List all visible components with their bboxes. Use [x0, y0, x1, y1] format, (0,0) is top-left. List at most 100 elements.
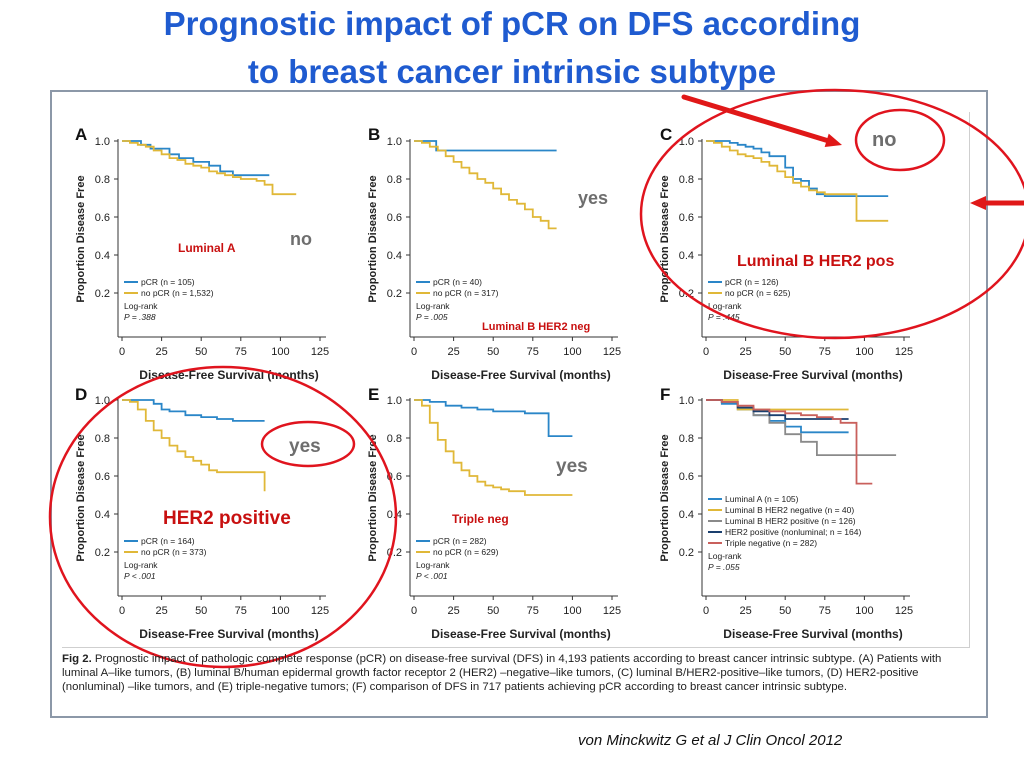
- x-axis-title: Disease-Free Survival (months): [431, 627, 610, 641]
- y-tick-label: 1.0: [387, 136, 402, 148]
- x-tick-label: 75: [235, 346, 247, 358]
- x-tick-label: 25: [155, 346, 167, 358]
- y-axis-title: Proportion Disease Free: [659, 434, 671, 561]
- legend-label: HER2 positive (nonluminal; n = 164): [725, 527, 861, 537]
- highlight-circle-yes: [260, 420, 356, 468]
- legend-label: Triple negative (n = 282): [725, 538, 817, 548]
- x-tick-label: 75: [819, 605, 831, 617]
- x-tick-label: 100: [271, 346, 289, 358]
- x-tick-label: 75: [527, 605, 539, 617]
- panel-letter: B: [368, 125, 380, 144]
- caption-label: Fig 2.: [62, 653, 92, 665]
- x-tick-label: 125: [895, 346, 913, 358]
- legend-label: pCR (n = 164): [141, 536, 195, 546]
- y-tick-label: 0.6: [387, 212, 402, 224]
- p-value: P = .055: [708, 562, 740, 572]
- series-line-1: [414, 399, 573, 496]
- y-axis-title: Proportion Disease Free: [75, 434, 87, 561]
- x-tick-label: 100: [271, 605, 289, 617]
- p-value: P = .388: [124, 312, 156, 322]
- y-tick-label: 0.2: [95, 547, 110, 559]
- legend-label: pCR (n = 105): [141, 277, 195, 287]
- panel-b: B 0.2 0.4 0.6 0.8 1.0 0 25 50 75 100 125 Proportion …: [367, 125, 621, 382]
- legend-label: Luminal B HER2 negative (n = 40): [725, 505, 854, 515]
- y-tick-label: 0.8: [387, 433, 402, 445]
- panel-a: A 0.2 0.4 0.6 0.8 1.0 0 25 50 75 100 125 Proportion …: [75, 125, 329, 382]
- subtype-label-her2-positive: HER2 positive: [163, 508, 291, 529]
- y-tick-label: 0.8: [679, 174, 694, 186]
- annotation-no-a: no: [290, 229, 312, 249]
- y-axis-title: Proportion Disease Free: [659, 175, 671, 302]
- legend-label: no pCR (n = 317): [433, 288, 499, 298]
- figure-caption: Fig 2. Prognostic impact of pathologic c…: [62, 652, 972, 695]
- legend-label: no pCR (n = 629): [433, 547, 499, 557]
- x-tick-label: 75: [527, 346, 539, 358]
- subtype-label-luminal-b-her2-pos: Luminal B HER2 pos: [737, 253, 894, 270]
- x-tick-label: 0: [119, 346, 125, 358]
- x-axis-title: Disease-Free Survival (months): [723, 627, 902, 641]
- series-line-0: [706, 140, 889, 197]
- y-axis-title: Proportion Disease Free: [367, 434, 379, 561]
- x-axis-title: Disease-Free Survival (months): [431, 368, 610, 382]
- y-tick-label: 1.0: [679, 395, 694, 407]
- legend-label: pCR (n = 282): [433, 536, 487, 546]
- logrank-label: Log-rank: [708, 301, 742, 311]
- slide-title-line1: Prognostic impact of pCR on DFS accordin…: [163, 5, 861, 42]
- y-tick-label: 0.6: [95, 471, 110, 483]
- panel-letter: F: [660, 385, 670, 404]
- panel-c: C0.20.40.60.81.00 25 50 75 100 125Proportion …: [659, 125, 913, 382]
- annotations: Luminal A no Luminal B HER2 neg yes Luminal …: [48, 88, 1024, 669]
- x-axis-title: Disease-Free Survival (months): [139, 627, 318, 641]
- y-tick-label: 0.4: [95, 250, 110, 262]
- p-value: P < .001: [124, 571, 156, 581]
- x-tick-label: 0: [411, 605, 417, 617]
- x-tick-label: 50: [779, 346, 791, 358]
- x-tick-label: 0: [703, 346, 709, 358]
- series-line-4: [706, 399, 873, 485]
- panel-letter: A: [75, 125, 87, 144]
- y-axis-title: Proportion Disease Free: [75, 175, 87, 302]
- arrow-head: [824, 133, 842, 148]
- y-tick-label: 0.6: [95, 212, 110, 224]
- y-tick-label: 0.6: [679, 471, 694, 483]
- logrank-label: Log-rank: [708, 551, 742, 561]
- y-tick-label: 0.8: [95, 433, 110, 445]
- logrank-label: Log-rank: [124, 560, 158, 570]
- series-line-1: [414, 140, 557, 230]
- x-tick-label: 50: [195, 605, 207, 617]
- series-line-0: [122, 399, 265, 422]
- x-tick-label: 25: [447, 605, 459, 617]
- highlight-circle-no: [854, 108, 946, 172]
- legend-label: Luminal B HER2 positive (n = 126): [725, 516, 856, 526]
- x-tick-label: 50: [779, 605, 791, 617]
- x-axis-title: Disease-Free Survival (months): [723, 368, 902, 382]
- panel-d: D 0.2 0.4 0.6 0.8 1.0 0 25 50 75 100 125 Proportion …: [75, 385, 329, 641]
- series-line-1: [122, 140, 297, 196]
- panel-letter: E: [368, 385, 379, 404]
- x-tick-label: 125: [603, 605, 621, 617]
- y-tick-label: 0.8: [387, 174, 402, 186]
- legend-label: pCR (n = 40): [433, 277, 482, 287]
- annotation-no-c: no: [872, 129, 896, 151]
- caption-text: Prognostic impact of pathologic complete…: [62, 653, 942, 694]
- highlight-ellipse-panel-c: [639, 88, 1024, 340]
- x-tick-label: 0: [119, 605, 125, 617]
- y-tick-label: 0.8: [679, 433, 694, 445]
- annotation-yes-d: yes: [289, 436, 321, 457]
- legend-label: pCR (n = 126): [725, 277, 779, 287]
- subtype-label-triple-neg: Triple neg: [452, 512, 509, 526]
- logrank-label: Log-rank: [416, 301, 450, 311]
- x-tick-label: 25: [155, 605, 167, 617]
- panel-letter: C: [660, 125, 672, 144]
- x-tick-label: 125: [603, 346, 621, 358]
- figure-panel-area: [62, 112, 970, 648]
- y-tick-label: 0.2: [679, 547, 694, 559]
- annotation-yes-b: yes: [578, 188, 608, 208]
- series-line-0: [122, 140, 270, 177]
- y-tick-label: 1.0: [387, 395, 402, 407]
- legend-label: no pCR (n = 1,532): [141, 288, 214, 298]
- y-tick-label: 1.0: [679, 136, 694, 148]
- arrow-from-right: [970, 196, 1024, 210]
- slide-title-line2: to breast cancer intrinsic subtype: [247, 53, 777, 90]
